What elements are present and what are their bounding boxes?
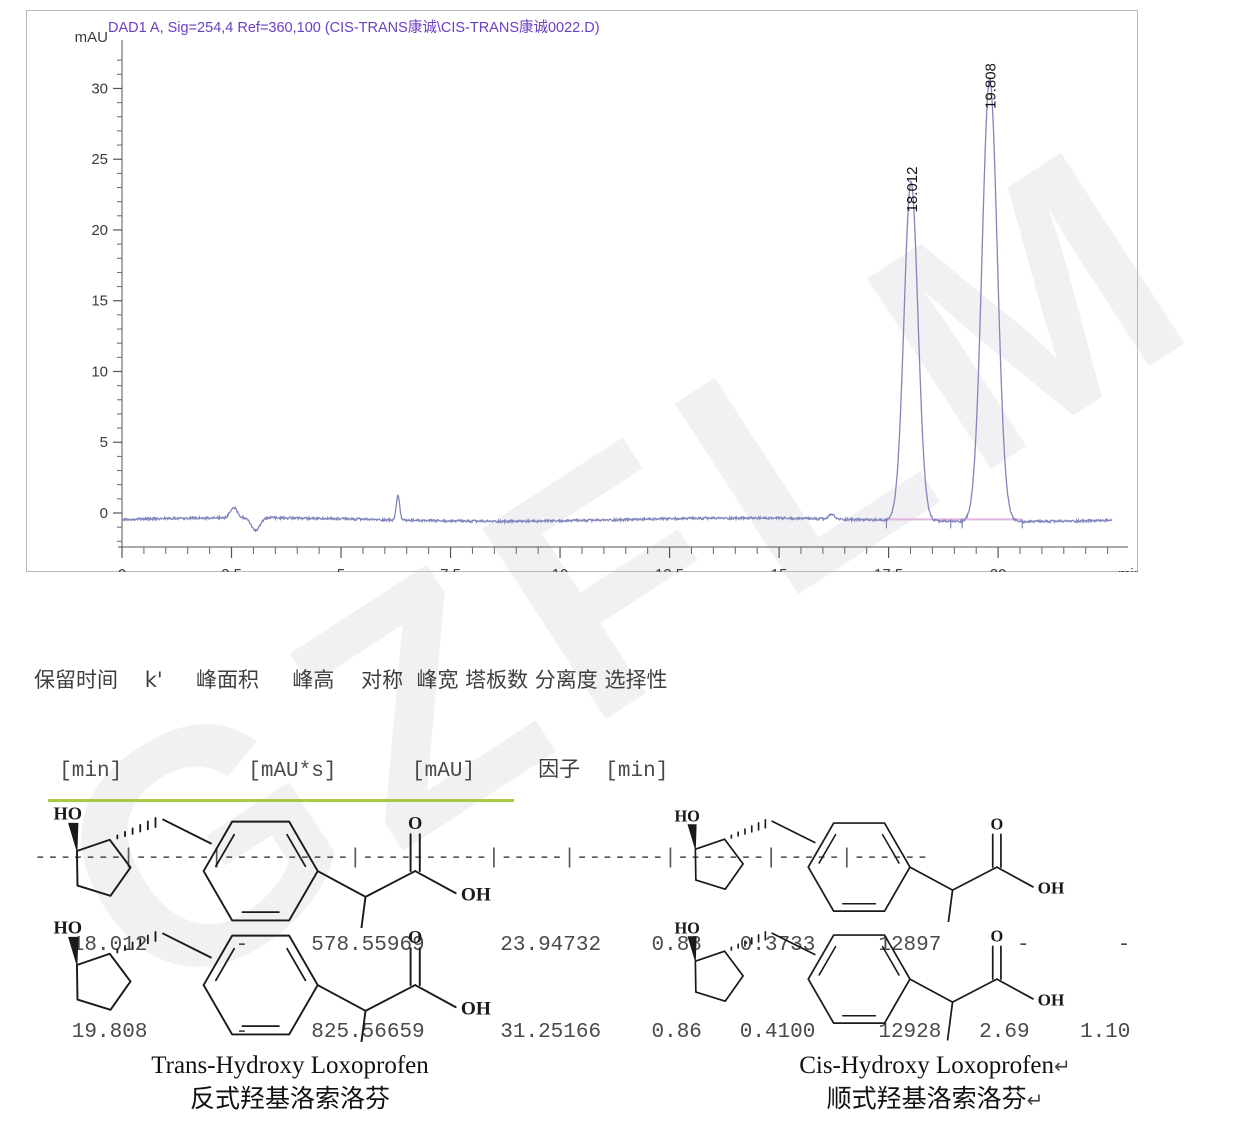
svg-text:O: O (990, 926, 1003, 945)
caption-left-zh: 反式羟基洛索洛芬 (189, 1084, 390, 1113)
caption-left: Trans-Hydroxy Loxoprofen 反式羟基洛索洛芬 (20, 1050, 560, 1116)
table-header-row-1: 保留时间 k' 峰面积 峰高 对称 峰宽 塔板数 分离度 选择性 (34, 668, 668, 692)
svg-text:17.5: 17.5 (874, 566, 903, 572)
svg-text:5: 5 (100, 434, 108, 451)
svg-text:15: 15 (91, 293, 108, 310)
return-mark-icon: ↵ (1054, 1054, 1071, 1078)
structure-trans-top: HOCH3OOH+ (53, 804, 491, 928)
svg-text:30: 30 (91, 80, 108, 97)
structure-cis-top: HOCH3OOH+ (674, 806, 1065, 922)
svg-text:HO: HO (53, 804, 82, 824)
table-row: 19.808 - 825.56659 31.25166 0.86 0.4100 … (34, 1021, 1131, 1044)
green-rule (48, 799, 514, 802)
svg-text:20: 20 (990, 566, 1007, 572)
svg-text:OH: OH (1038, 990, 1065, 1009)
svg-text:HO: HO (53, 918, 82, 938)
svg-text:10: 10 (91, 363, 108, 380)
svg-text:O: O (408, 927, 422, 947)
svg-text:5: 5 (337, 566, 345, 572)
structure-trans-bottom: HOCH3OOH (53, 918, 491, 1042)
svg-text:12.5: 12.5 (655, 566, 684, 572)
chromatogram-plot: 0 5 10 15 20 25 30 mAU 0 2.5 5 7.5 10 12.5 15 17.5 20 min… (75, 29, 1138, 572)
svg-text:20: 20 (91, 222, 108, 239)
svg-text:18.012: 18.012 (904, 167, 921, 213)
table-separator: -------|------|----------|----------|---… (34, 847, 929, 870)
caption-right-en: Cis-Hydroxy Loxoprofen↵ (799, 1052, 1071, 1079)
svg-text:O: O (990, 814, 1003, 833)
svg-text:25: 25 (91, 151, 108, 168)
structure-cis-bottom: HOCH3OOH (674, 918, 1065, 1041)
chromatogram-panel (26, 10, 1138, 572)
caption-left-en: Trans-Hydroxy Loxoprofen (151, 1052, 429, 1079)
svg-text:OH: OH (461, 999, 491, 1020)
svg-text:OH: OH (1038, 878, 1065, 897)
svg-text:2.5: 2.5 (221, 566, 242, 572)
svg-text:min: min (1118, 566, 1138, 572)
svg-text:mAU: mAU (75, 29, 108, 46)
svg-text:19.808: 19.808 (983, 63, 1000, 109)
caption-right: Cis-Hydroxy Loxoprofen↵ 顺式羟基洛索洛芬↵ (700, 1050, 1170, 1117)
svg-text:OH: OH (461, 885, 491, 906)
svg-text:0: 0 (100, 505, 108, 522)
svg-text:O: O (408, 813, 422, 833)
return-mark-icon: ↵ (1026, 1088, 1044, 1112)
caption-right-zh: 顺式羟基洛索洛芬↵ (826, 1084, 1044, 1113)
svg-text:HO: HO (674, 918, 700, 937)
structure-area: HOCH3OOH+ HOCH3OOH HOCH3OOH+ HOCH3OOH (0, 780, 1258, 1136)
table-header-row-2: [min] [mAU*s] [mAU] 因子 [min] (34, 757, 669, 783)
svg-text:7.5: 7.5 (440, 566, 461, 572)
chromatogram-title: DAD1 A, Sig=254,4 Ref=360,100 (CIS-TRANS… (108, 20, 600, 36)
table-row: 18.012 - 578.55969 23.94732 0.88 0.3733 … (34, 934, 1131, 957)
results-table: 保留时间 k' 峰面积 峰高 对称 峰宽 塔板数 分离度 选择性 [min] [… (34, 608, 1224, 1076)
svg-text:15: 15 (771, 566, 788, 572)
svg-text:10: 10 (552, 566, 569, 572)
svg-text:HO: HO (674, 806, 700, 825)
svg-text:0: 0 (118, 566, 126, 572)
